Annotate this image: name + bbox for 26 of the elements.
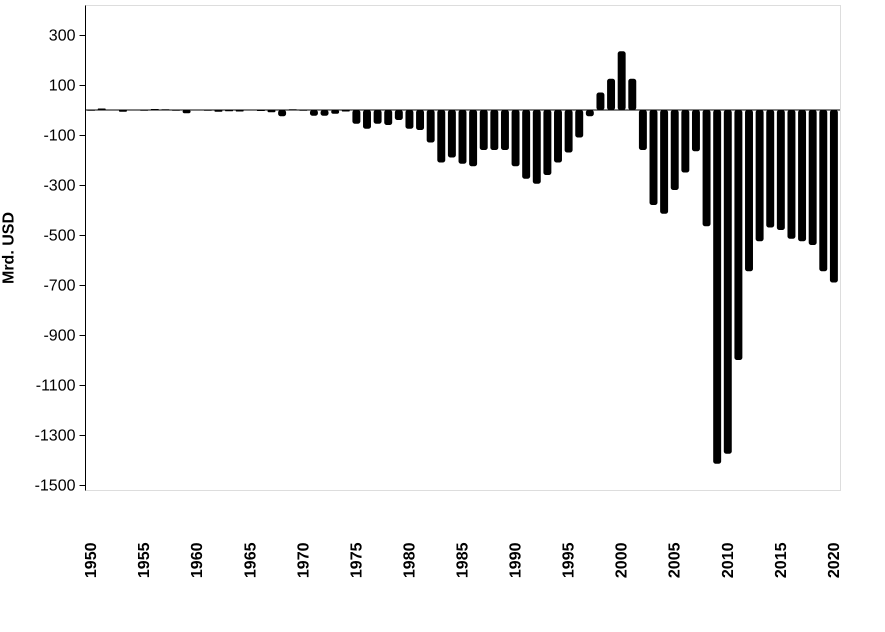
x-tick-label: 1985 — [454, 542, 472, 578]
y-axis-title: Mrd. USD — [0, 212, 18, 284]
y-tick-label: -700 — [43, 278, 76, 294]
x-tick-label: 1950 — [83, 542, 100, 578]
x-tick-label: 2010 — [720, 542, 737, 578]
x-tick-label: 1980 — [401, 542, 418, 578]
y-tick-label: 300 — [48, 28, 76, 44]
y-tick-label: 100 — [48, 78, 76, 94]
x-tick-label: 2020 — [826, 542, 843, 578]
y-tick-label: -500 — [43, 228, 76, 244]
x-tick-label: 1975 — [348, 542, 366, 578]
y-tick-label: -900 — [43, 328, 76, 344]
x-tick-label: 2000 — [614, 542, 631, 578]
y-tick-label: -300 — [43, 178, 76, 194]
x-tick-label: 2015 — [772, 542, 790, 578]
x-tick-label: 2005 — [666, 542, 684, 578]
x-tick-label: 1955 — [136, 542, 154, 578]
y-tick-label: -1100 — [36, 378, 76, 394]
x-tick-label: 1960 — [189, 542, 206, 578]
x-tick-label: 1965 — [242, 542, 260, 578]
y-tick-label: -1500 — [34, 478, 76, 494]
y-tick-label: -1300 — [34, 428, 76, 444]
x-tick-label: 1970 — [295, 542, 312, 578]
x-tick-label: 1995 — [560, 542, 578, 578]
y-tick-label: -100 — [43, 128, 76, 144]
x-tick-label: 1990 — [508, 542, 525, 578]
